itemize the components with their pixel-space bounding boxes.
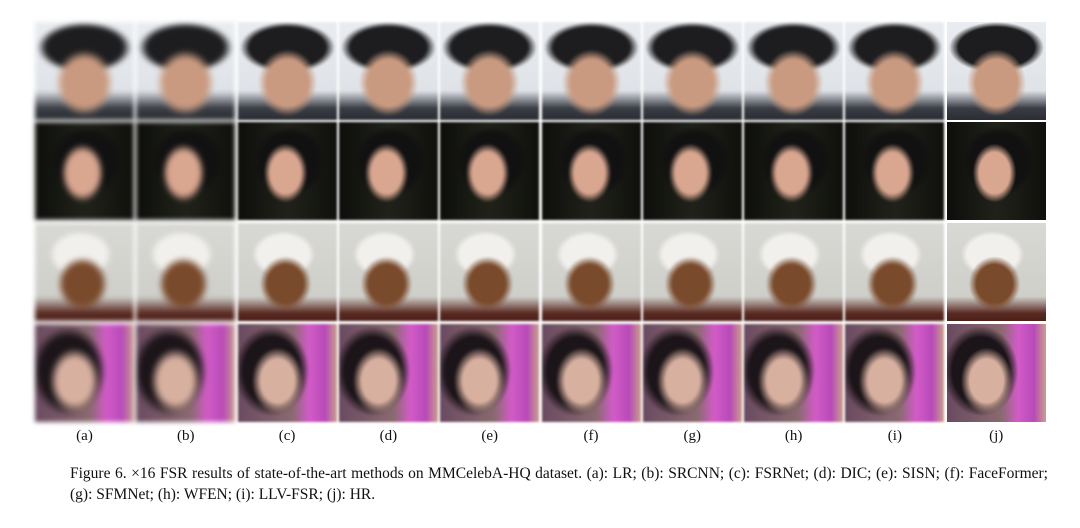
face-image (338, 223, 438, 321)
face-image (338, 122, 438, 220)
face-image (744, 122, 844, 220)
column-label: (c) (278, 428, 296, 444)
face-image (541, 223, 641, 321)
column-label: (i) (887, 428, 902, 444)
column-label: (a) (76, 428, 93, 444)
face-image (338, 324, 438, 422)
column-label: (b) (177, 428, 195, 444)
face-image (744, 223, 844, 321)
face-image (35, 22, 134, 120)
figure-caption: Figure 6. ×16 FSR results of state-of-th… (70, 465, 1048, 503)
face-image (744, 324, 844, 422)
face-image (440, 122, 540, 220)
face-image (642, 22, 742, 120)
face-image (845, 122, 945, 220)
face-image (440, 22, 540, 120)
face-image (237, 324, 337, 422)
face-image (946, 324, 1046, 422)
face-image (541, 122, 641, 220)
face-image (946, 223, 1046, 321)
face-image (744, 22, 844, 120)
face-image (35, 122, 134, 220)
column-label: (h) (784, 428, 803, 444)
face-image (35, 324, 134, 422)
face-image (136, 122, 236, 220)
column-label: (f) (583, 428, 599, 444)
face-image (237, 223, 337, 321)
face-image (136, 324, 236, 422)
face-image (136, 223, 236, 321)
face-image (642, 324, 742, 422)
face-image (237, 22, 337, 120)
face-image (440, 324, 540, 422)
face-image (136, 22, 236, 120)
column-label: (g) (683, 428, 702, 444)
face-image (541, 22, 641, 120)
face-image (845, 324, 945, 422)
face-image (642, 223, 742, 321)
face-image (440, 223, 540, 321)
column-label: (d) (379, 428, 398, 444)
face-image (946, 22, 1046, 120)
column-label: (j) (989, 428, 1004, 444)
face-image (338, 22, 438, 120)
face-image (237, 122, 337, 220)
face-image (845, 22, 945, 120)
face-image (642, 122, 742, 220)
column-label: (e) (481, 428, 499, 444)
face-image (35, 223, 134, 321)
face-image (541, 324, 641, 422)
face-image (946, 122, 1046, 220)
face-image (845, 223, 945, 321)
